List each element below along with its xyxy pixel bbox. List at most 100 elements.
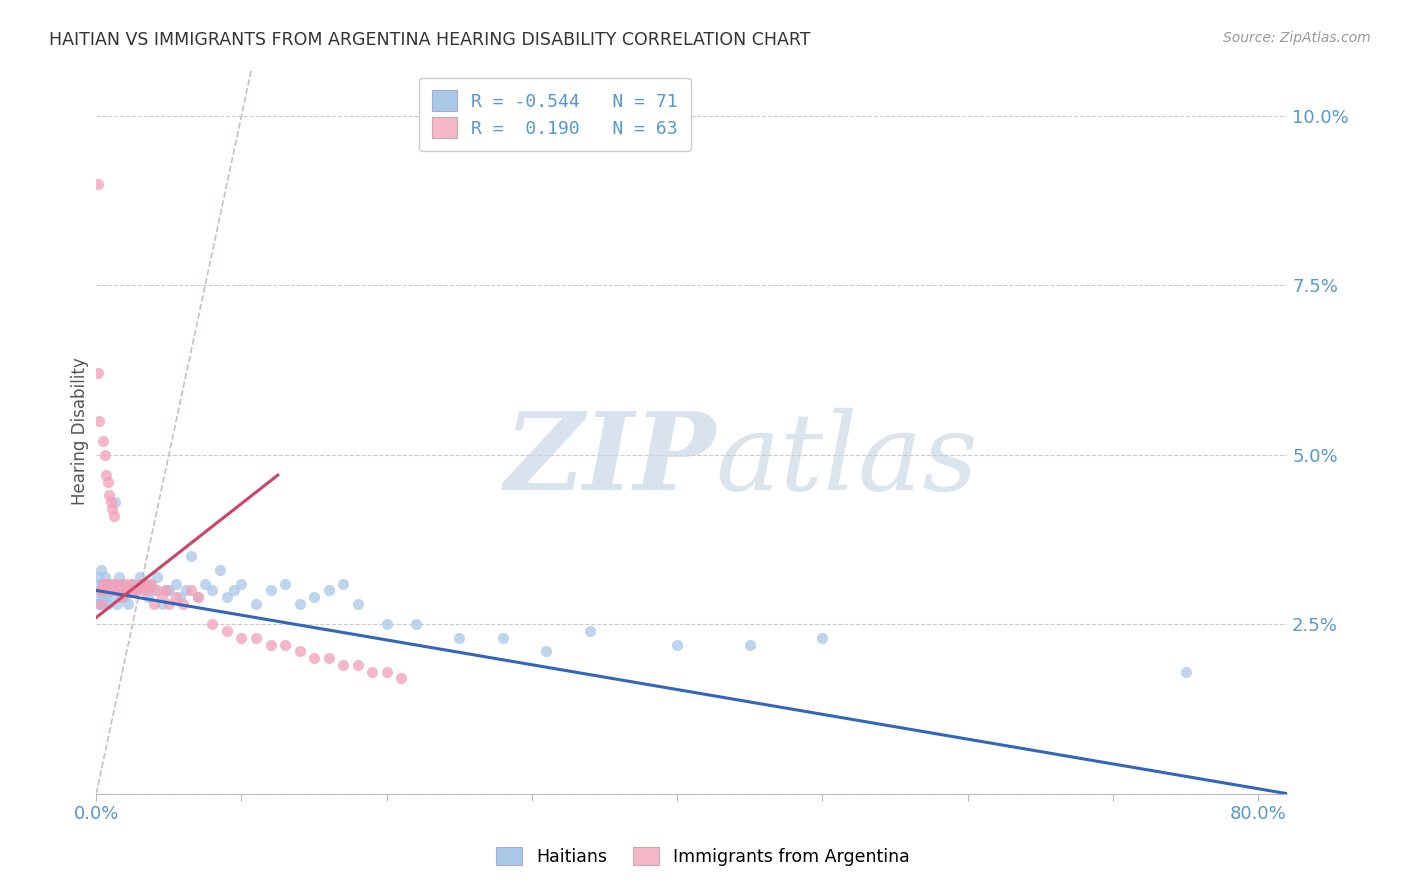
Point (110, 590, 132, 604)
Point (90, 583, 112, 598)
Point (103, 508, 125, 523)
Text: Source: ZipAtlas.com: Source: ZipAtlas.com (1223, 31, 1371, 45)
Point (361, 665, 384, 679)
Point (122, 583, 145, 598)
Point (146, 570, 169, 584)
Text: HAITIAN VS IMMIGRANTS FROM ARGENTINA HEARING DISABILITY CORRELATION CHART: HAITIAN VS IMMIGRANTS FROM ARGENTINA HEA… (49, 31, 811, 49)
Point (94, 448, 117, 462)
Point (187, 590, 209, 604)
Point (138, 583, 160, 598)
Point (86, 367, 108, 381)
Point (389, 672, 412, 686)
Point (274, 576, 297, 591)
Point (131, 583, 153, 598)
Point (146, 583, 169, 598)
Point (101, 583, 124, 598)
Point (125, 583, 148, 598)
Point (117, 597, 139, 611)
Point (120, 576, 142, 591)
Point (150, 597, 173, 611)
Point (141, 576, 163, 591)
Point (101, 583, 124, 598)
Point (107, 576, 129, 591)
Point (93, 434, 115, 449)
Point (87, 414, 110, 428)
Point (811, 631, 834, 645)
Point (201, 583, 224, 598)
Point (288, 644, 311, 658)
Point (194, 576, 217, 591)
Point (111, 590, 134, 604)
Point (91, 590, 114, 604)
Point (215, 590, 238, 604)
Point (143, 597, 166, 611)
Point (150, 590, 173, 604)
Point (121, 576, 143, 591)
Point (259, 638, 281, 652)
Point (208, 563, 231, 577)
Point (93, 583, 115, 598)
Point (105, 597, 128, 611)
Point (100, 590, 122, 604)
Point (104, 495, 127, 509)
Point (112, 583, 135, 598)
Point (103, 576, 125, 591)
Point (174, 583, 197, 598)
Point (165, 576, 187, 591)
Point (105, 583, 128, 598)
Point (93, 597, 115, 611)
Point (375, 665, 398, 679)
Point (93, 576, 115, 591)
Point (98, 488, 121, 502)
Point (138, 590, 160, 604)
Point (1174, 665, 1197, 679)
Point (101, 502, 124, 516)
Point (120, 583, 142, 598)
Point (180, 549, 202, 564)
Point (87, 576, 110, 591)
Point (231, 576, 253, 591)
Point (579, 624, 602, 638)
Point (94, 576, 117, 591)
Legend: R = -0.544   N = 71, R =  0.190   N = 63: R = -0.544 N = 71, R = 0.190 N = 63 (419, 78, 690, 151)
Point (131, 576, 153, 591)
Point (97, 576, 120, 591)
Point (110, 583, 132, 598)
Point (318, 651, 340, 665)
Point (111, 576, 134, 591)
Text: atlas: atlas (716, 408, 979, 513)
Point (86, 570, 108, 584)
Point (100, 583, 122, 598)
Point (135, 576, 157, 591)
Point (172, 597, 194, 611)
Point (91, 576, 114, 591)
Point (90, 597, 112, 611)
Point (180, 583, 202, 598)
Point (135, 583, 157, 598)
Point (169, 590, 191, 604)
Y-axis label: Hearing Disability: Hearing Disability (72, 357, 89, 505)
Point (165, 590, 187, 604)
Point (100, 495, 122, 509)
Point (346, 597, 368, 611)
Point (492, 631, 515, 645)
Point (90, 563, 112, 577)
Point (288, 597, 311, 611)
Point (187, 590, 209, 604)
Text: ZIP: ZIP (505, 407, 716, 513)
Point (87, 597, 110, 611)
Point (86, 590, 108, 604)
Point (738, 638, 761, 652)
Point (536, 644, 558, 658)
Point (302, 590, 325, 604)
Point (108, 583, 131, 598)
Point (96, 576, 118, 591)
Point (666, 638, 689, 652)
Point (274, 638, 297, 652)
Point (91, 583, 114, 598)
Point (157, 583, 180, 598)
Point (245, 597, 267, 611)
Point (97, 583, 120, 598)
Point (141, 576, 163, 591)
Point (103, 576, 125, 591)
